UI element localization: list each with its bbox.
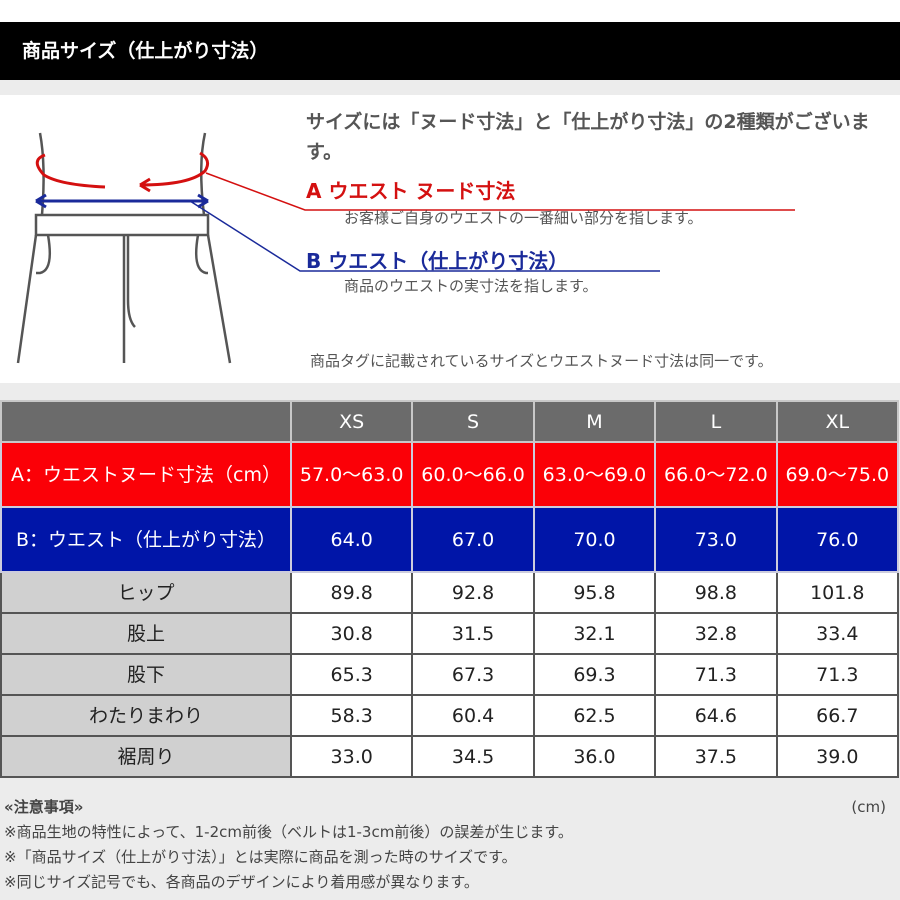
value-cell: 63.0〜69.0 <box>532 441 657 508</box>
note-item: ※「商品サイズ（仕上がり寸法）」とは実際に商品を測った時のサイズです。 <box>4 848 517 866</box>
unit-label: (cm) <box>851 798 886 816</box>
value-cell: 60.0〜66.0 <box>411 441 535 508</box>
value-cell: 64.6 <box>654 694 778 737</box>
value-cell: 32.8 <box>654 612 778 655</box>
table-row: B：ウエスト（仕上がり寸法） 64.0 67.0 70.0 73.0 76.0 <box>0 506 900 573</box>
value-cell: 65.3 <box>289 653 414 696</box>
page-title: 商品サイズ（仕上がり寸法） <box>0 22 900 80</box>
value-cell: 57.0〜63.0 <box>289 441 414 508</box>
row-label: 股下 <box>0 653 292 696</box>
top-strip <box>0 0 900 22</box>
corner-cell <box>0 400 292 443</box>
value-cell: 36.0 <box>532 735 657 778</box>
row-label: B：ウエスト（仕上がり寸法） <box>0 506 292 573</box>
table-row: ヒップ 89.8 92.8 95.8 98.8 101.8 <box>0 571 900 614</box>
value-cell: 69.0〜75.0 <box>775 441 900 508</box>
table-row: わたりまわり 58.3 60.4 62.5 64.6 66.7 <box>0 694 900 737</box>
value-cell: 89.8 <box>289 571 414 614</box>
value-cell: 92.8 <box>411 571 535 614</box>
size-header: XL <box>775 400 900 443</box>
desc-a: お客様ご自身のウエストの一番細い部分を指します。 <box>344 209 703 227</box>
value-cell: 34.5 <box>411 735 535 778</box>
value-cell: 67.3 <box>411 653 535 696</box>
value-cell: 95.8 <box>532 571 657 614</box>
size-header: XS <box>289 400 414 443</box>
table-row: 股上 30.8 31.5 32.1 32.8 33.4 <box>0 612 900 655</box>
row-label: A：ウエストヌード寸法（cm） <box>0 441 292 508</box>
value-cell: 66.7 <box>775 694 900 737</box>
value-cell: 33.4 <box>775 612 900 655</box>
value-cell: 60.4 <box>411 694 535 737</box>
value-cell: 32.1 <box>532 612 657 655</box>
label-a: A ウエスト ヌード寸法 <box>306 179 516 203</box>
value-cell: 71.3 <box>654 653 778 696</box>
waist-diagram: サイズには「ヌード寸法」と「仕上がり寸法」の2種類がございます。 A ウエスト … <box>0 95 900 383</box>
label-b: B ウエスト（仕上がり寸法） <box>306 249 569 273</box>
value-cell: 101.8 <box>775 571 900 614</box>
table-row: 股下 65.3 67.3 69.3 71.3 71.3 <box>0 653 900 696</box>
value-cell: 66.0〜72.0 <box>654 441 778 508</box>
value-cell: 31.5 <box>411 612 535 655</box>
desc-b: 商品のウエストの実寸法を指します。 <box>344 277 598 295</box>
pants-illustration <box>16 132 795 364</box>
value-cell: 58.3 <box>289 694 414 737</box>
value-cell: 37.5 <box>654 735 778 778</box>
value-cell: 73.0 <box>654 506 778 573</box>
value-cell: 71.3 <box>775 653 900 696</box>
table-row: 裾周り 33.0 34.5 36.0 37.5 39.0 <box>0 735 900 778</box>
note-item: ※商品生地の特性によって、1-2cm前後（ベルトは1-3cm前後）の誤差が生じま… <box>4 823 573 841</box>
size-table: XS S M L XL A：ウエストヌード寸法（cm） 57.0〜63.0 60.0… <box>0 400 900 778</box>
size-header-row: XS S M L XL <box>0 400 900 443</box>
value-cell: 64.0 <box>289 506 414 573</box>
size-header: M <box>532 400 657 443</box>
size-header: S <box>411 400 535 443</box>
table-row: A：ウエストヌード寸法（cm） 57.0〜63.0 60.0〜66.0 63.0〜69… <box>0 441 900 508</box>
value-cell: 67.0 <box>411 506 535 573</box>
value-cell: 76.0 <box>775 506 900 573</box>
row-label: 股上 <box>0 612 292 655</box>
size-header: L <box>654 400 778 443</box>
value-cell: 30.8 <box>289 612 414 655</box>
row-label: ヒップ <box>0 571 292 614</box>
row-label: わたりまわり <box>0 694 292 737</box>
row-label: 裾周り <box>0 735 292 778</box>
value-cell: 33.0 <box>289 735 414 778</box>
notes-section: «注意事項» (cm) ※商品生地の特性によって、1-2cm前後（ベルトは1-3… <box>4 795 894 895</box>
value-cell: 62.5 <box>532 694 657 737</box>
value-cell: 69.3 <box>532 653 657 696</box>
value-cell: 70.0 <box>532 506 657 573</box>
value-cell: 39.0 <box>775 735 900 778</box>
value-cell: 98.8 <box>654 571 778 614</box>
intro-text: サイズには「ヌード寸法」と「仕上がり寸法」の2種類がございます。 <box>306 111 870 163</box>
notes-title: «注意事項» <box>4 798 84 816</box>
tag-note: 商品タグに記載されているサイズとウエストヌード寸法は同一です。 <box>310 352 773 370</box>
note-item: ※同じサイズ記号でも、各商品のデザインにより着用感が異なります。 <box>4 873 479 891</box>
